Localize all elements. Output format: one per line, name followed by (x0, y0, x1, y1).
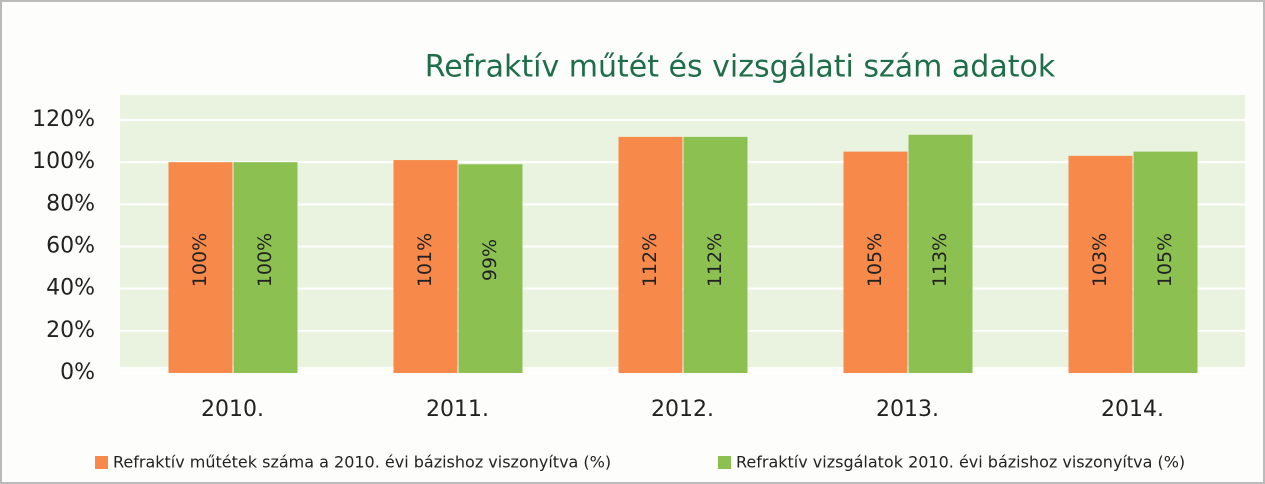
y-tick-label: 80% (46, 191, 95, 216)
value-label: 112% (639, 233, 661, 287)
bar (843, 151, 908, 373)
legend-label: Refraktív vizsgálatok 2010. évi bázishoz… (736, 453, 1185, 472)
value-label: 103% (1089, 233, 1111, 287)
value-label: 101% (414, 233, 436, 287)
value-label: 100% (254, 233, 276, 287)
bar (458, 164, 523, 373)
y-tick-label: 0% (60, 360, 95, 385)
y-tick-label: 100% (32, 149, 95, 174)
value-label: 99% (479, 239, 501, 281)
value-label: 112% (704, 233, 726, 287)
y-tick-label: 60% (46, 234, 95, 259)
bar (168, 162, 233, 373)
y-tick-label: 20% (46, 318, 95, 343)
bar (393, 160, 458, 373)
bar (908, 134, 973, 373)
bar (683, 136, 748, 373)
value-label: 105% (864, 233, 886, 287)
y-tick-label: 40% (46, 276, 95, 301)
legend-label: Refraktív műtétek száma a 2010. évi bázi… (113, 453, 611, 472)
bar (618, 136, 683, 373)
value-label: 100% (189, 233, 211, 287)
value-label: 113% (929, 233, 951, 287)
y-tick-label: 120% (32, 107, 95, 132)
bar (1133, 151, 1198, 373)
x-tick-label: 2011. (426, 397, 489, 422)
x-tick-label: 2013. (876, 397, 939, 422)
x-tick-label: 2014. (1101, 397, 1164, 422)
x-tick-label: 2012. (651, 397, 714, 422)
legend-swatch (95, 456, 108, 469)
chart-title: Refraktív műtét és vizsgálati szám adato… (425, 50, 1056, 85)
bar (233, 162, 298, 373)
legend-swatch (718, 456, 731, 469)
value-label: 105% (1154, 233, 1176, 287)
bar (1068, 155, 1133, 373)
x-tick-label: 2010. (201, 397, 264, 422)
